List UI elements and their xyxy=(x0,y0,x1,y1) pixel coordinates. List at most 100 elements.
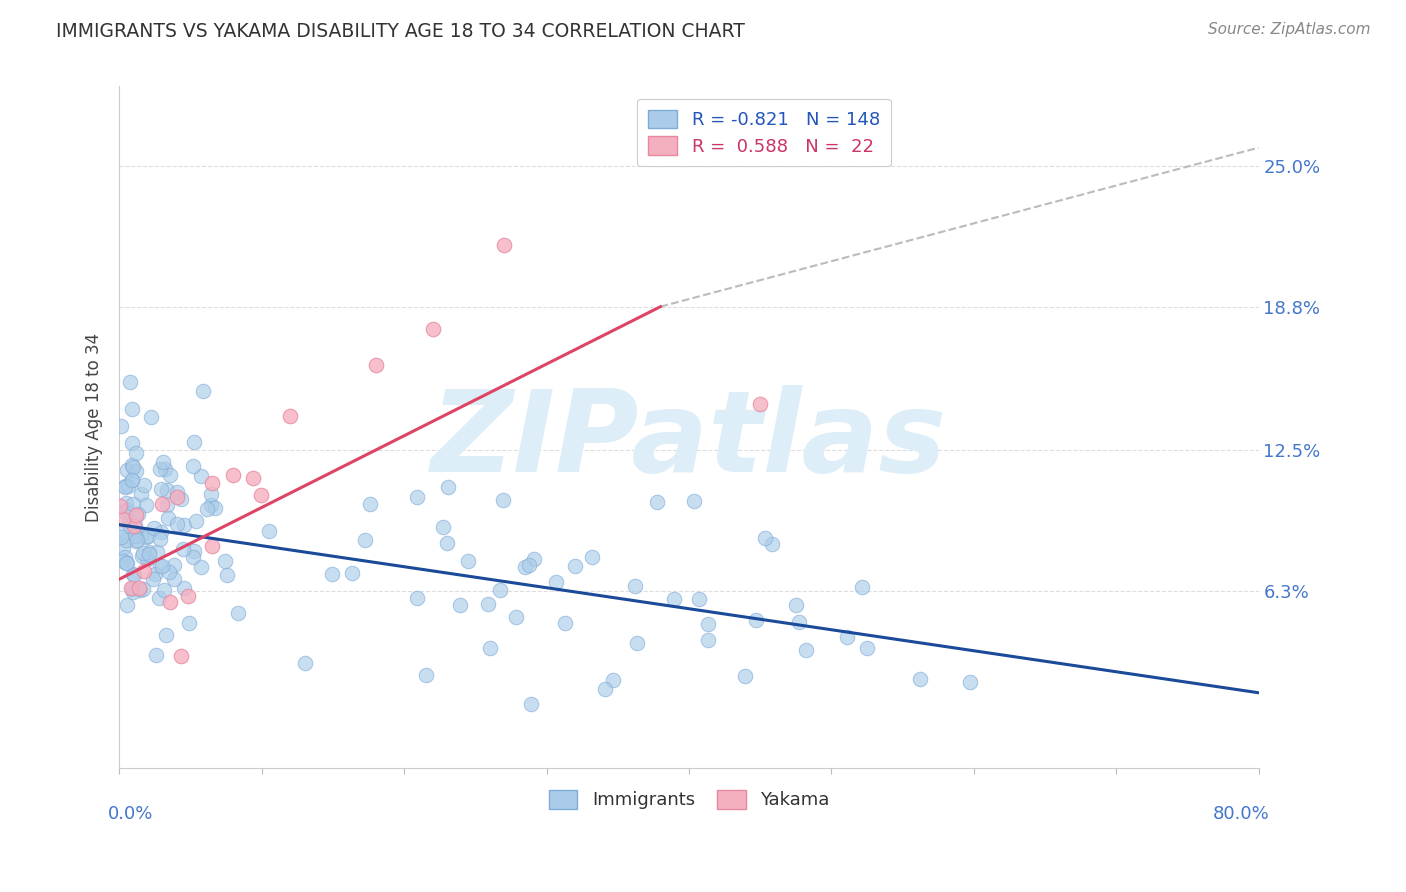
Point xyxy=(745,614,768,628)
Point xyxy=(696,616,718,631)
Point xyxy=(112,554,135,568)
Point xyxy=(125,507,148,521)
Point xyxy=(181,459,204,474)
Point xyxy=(115,496,138,510)
Point xyxy=(519,558,541,573)
Point xyxy=(114,505,136,519)
Point xyxy=(138,529,160,543)
Point xyxy=(112,541,135,555)
Point xyxy=(143,567,166,582)
Point xyxy=(150,482,173,496)
Point xyxy=(152,455,174,469)
Point xyxy=(124,529,146,543)
Point xyxy=(114,556,136,570)
Point xyxy=(122,567,145,582)
Y-axis label: Disability Age 18 to 34: Disability Age 18 to 34 xyxy=(86,333,103,522)
Point xyxy=(696,633,718,648)
Point xyxy=(117,556,139,570)
Text: IMMIGRANTS VS YAKAMA DISABILITY AGE 18 TO 34 CORRELATION CHART: IMMIGRANTS VS YAKAMA DISABILITY AGE 18 T… xyxy=(56,22,745,41)
Point xyxy=(183,544,205,558)
Point xyxy=(159,467,181,482)
Point xyxy=(226,606,249,620)
Point xyxy=(142,572,165,586)
Point xyxy=(115,598,138,612)
Point xyxy=(406,591,429,605)
Point xyxy=(146,545,169,559)
Point xyxy=(149,525,172,540)
Point xyxy=(785,598,807,612)
Point xyxy=(415,668,437,682)
Point xyxy=(257,524,280,538)
Point xyxy=(359,497,381,511)
Point xyxy=(688,591,710,606)
Point xyxy=(214,553,236,567)
Point xyxy=(153,582,176,597)
Point xyxy=(115,463,138,477)
Point xyxy=(477,598,499,612)
Point xyxy=(593,682,616,697)
Point xyxy=(959,675,981,690)
Point xyxy=(520,697,543,711)
Point xyxy=(115,533,138,547)
Point xyxy=(121,459,143,474)
Point xyxy=(754,532,776,546)
Point xyxy=(159,595,181,609)
Point xyxy=(761,537,783,551)
Text: 80.0%: 80.0% xyxy=(1213,805,1270,823)
Point xyxy=(796,642,818,657)
Point xyxy=(145,648,167,662)
Point xyxy=(624,579,647,593)
Point xyxy=(250,488,273,502)
Point xyxy=(177,590,200,604)
Point xyxy=(787,615,810,630)
Point xyxy=(505,610,527,624)
Point xyxy=(436,536,458,550)
Point xyxy=(127,507,149,521)
Point xyxy=(491,492,513,507)
Point xyxy=(110,418,132,433)
Point xyxy=(135,498,157,512)
Point xyxy=(170,491,193,506)
Point xyxy=(835,630,858,644)
Point xyxy=(166,485,188,500)
Point xyxy=(138,547,160,561)
Point xyxy=(222,467,245,482)
Text: ZIPatlas: ZIPatlas xyxy=(430,385,948,496)
Point xyxy=(124,446,146,460)
Point xyxy=(190,469,212,483)
Point xyxy=(125,508,148,523)
Point xyxy=(122,584,145,599)
Point xyxy=(554,615,576,630)
Point xyxy=(342,566,364,580)
Point xyxy=(406,490,429,504)
Point xyxy=(851,580,873,594)
Point xyxy=(191,384,214,398)
Point xyxy=(132,564,155,578)
Point xyxy=(200,498,222,512)
Point xyxy=(163,572,186,586)
Point xyxy=(132,582,155,596)
Point xyxy=(457,553,479,567)
Point xyxy=(564,559,586,574)
Point xyxy=(166,491,188,505)
Point xyxy=(190,559,212,574)
Point xyxy=(204,500,226,515)
Point xyxy=(135,530,157,544)
Point xyxy=(581,549,603,564)
Point xyxy=(172,541,194,556)
Point xyxy=(122,497,145,511)
Point xyxy=(156,499,179,513)
Point xyxy=(131,546,153,560)
Point xyxy=(121,582,143,596)
Point xyxy=(115,503,138,517)
Point xyxy=(122,519,145,533)
Point xyxy=(544,574,567,589)
Point xyxy=(120,581,142,595)
Point xyxy=(114,480,136,494)
Point xyxy=(143,521,166,535)
Point xyxy=(749,397,772,411)
Point xyxy=(201,476,224,491)
Point xyxy=(478,640,501,655)
Point xyxy=(121,436,143,450)
Point xyxy=(200,487,222,501)
